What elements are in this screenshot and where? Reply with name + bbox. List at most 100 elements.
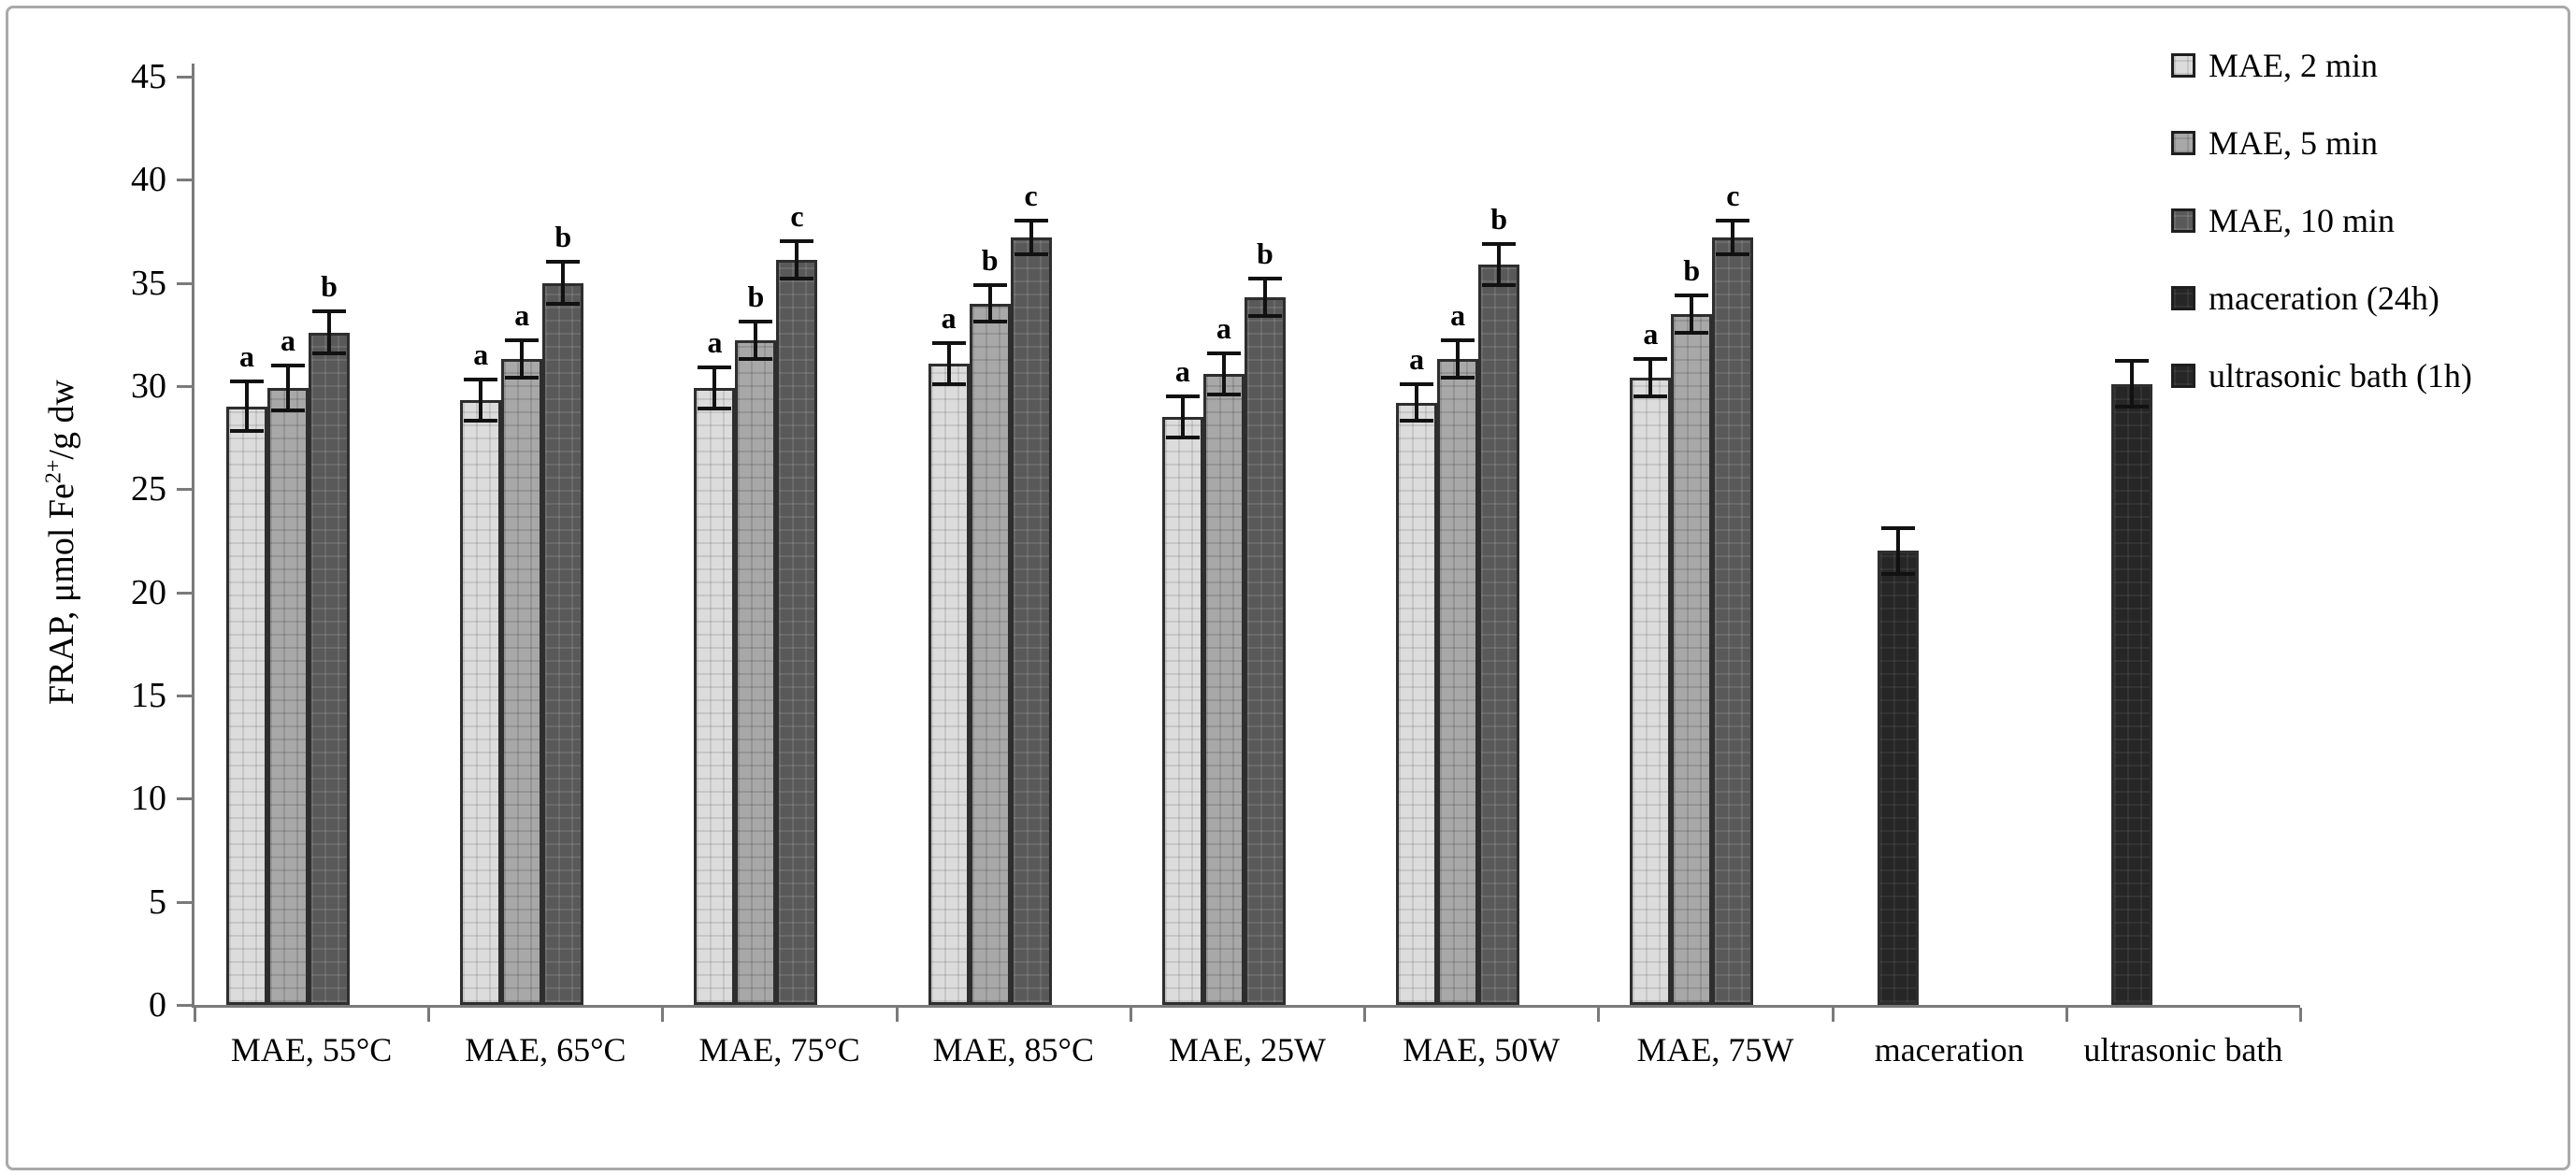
error-bar-top-cap [312,309,346,314]
bar [694,388,736,1005]
x-tick-mark [1129,1008,1132,1022]
legend-item: ultrasonic bath (1h) [2171,357,2472,394]
bar [928,363,970,1005]
error-bar [479,380,483,422]
legend-item: maceration (24h) [2171,280,2439,317]
error-bar-top-cap [464,378,498,382]
bar [460,400,502,1005]
x-category-label: MAE, 25W [1168,1031,1326,1068]
legend-label: ultrasonic bath (1h) [2209,357,2472,394]
error-bar-top-cap [1675,293,1709,297]
error-bar [2129,361,2134,407]
significance-letter: a [1174,353,1190,388]
error-bar-top-cap [1441,338,1475,343]
bar [1671,313,1713,1005]
bar [2110,383,2152,1005]
error-bar-bottom-cap [1633,394,1668,398]
error-bar [561,262,566,304]
legend-label: MAE, 5 min [2209,124,2379,162]
error-bar [712,367,717,409]
y-tick-label: 15 [131,675,166,715]
y-tick-label: 40 [131,160,166,200]
error-bar-bottom-cap [2114,404,2149,409]
error-bar-top-cap [230,380,264,384]
error-bar-bottom-cap [739,357,773,362]
error-bar-bottom-cap [1441,376,1475,380]
significance-letter: a [1643,317,1659,351]
error-bar-top-cap [698,366,732,370]
bar [1010,237,1052,1005]
bar [1630,378,1672,1005]
legend-item: MAE, 10 min [2171,202,2395,239]
y-tick-mark [177,488,192,492]
error-bar-bottom-cap [1880,571,1915,576]
error-bar [520,340,525,379]
y-tick-label: 30 [131,366,166,406]
y-tick-mark [177,1004,192,1007]
significance-letter: a [1216,310,1231,345]
legend-swatch [2171,364,2195,388]
bar [1877,551,1919,1005]
error-bar [286,365,290,411]
error-bar-bottom-cap [931,381,966,386]
error-bar-top-cap [1400,381,1434,386]
error-bar-bottom-cap [1206,392,1241,396]
significance-letter: a [239,339,254,374]
error-bar-top-cap [1482,241,1517,246]
y-tick-mark [177,797,192,801]
error-bar-top-cap [2114,359,2149,364]
x-category-label: MAE, 55°C [230,1031,393,1068]
y-tick-label: 35 [131,263,166,303]
bar [735,340,777,1005]
legend-item: MAE, 5 min [2171,124,2378,162]
error-bar [1415,383,1419,422]
y-axis-line [192,63,194,1005]
error-bar-top-cap [780,239,814,244]
significance-letter: a [1409,341,1425,376]
x-tick-mark [194,1008,196,1022]
error-bar-bottom-cap [1482,282,1517,287]
error-bar [245,381,249,432]
bar [309,332,350,1005]
y-tick-mark [177,384,192,388]
error-bar [1221,352,1226,394]
y-tick-mark [177,75,192,79]
bar [1396,402,1438,1005]
error-bar [1690,294,1694,333]
error-bar-bottom-cap [1247,313,1282,318]
legend-label: MAE, 10 min [2209,202,2396,239]
legend-swatch [2171,53,2195,78]
legend-swatch [2171,286,2195,310]
significance-letter: a [281,323,295,357]
error-bar [1456,340,1461,379]
x-tick-mark [1363,1008,1367,1022]
bar [542,282,584,1005]
error-bar-bottom-cap [271,409,305,413]
error-bar [1731,221,1735,254]
error-bar-bottom-cap [464,419,498,423]
x-category-label: maceration [1874,1031,2024,1068]
error-bar-bottom-cap [1400,419,1434,423]
error-bar-top-cap [739,320,773,324]
y-tick-mark [177,179,192,182]
error-bar [987,284,992,323]
error-bar-bottom-cap [972,320,1007,324]
x-tick-mark [1597,1008,1601,1022]
error-bar-bottom-cap [698,407,732,411]
y-tick-label: 0 [149,985,166,1025]
legend-label: maceration (24h) [2209,280,2439,317]
significance-letter: c [1024,179,1038,213]
bar [267,388,309,1005]
error-bar [1497,243,1502,285]
error-bar-top-cap [1633,357,1668,362]
significance-letter: c [790,199,804,234]
x-axis-line [192,1005,2300,1008]
error-bar-top-cap [1165,394,1200,398]
error-bar [1029,221,1033,254]
error-bar-bottom-cap [230,429,264,434]
error-bar [1895,528,1900,574]
significance-letter: a [941,300,957,335]
bar [1478,264,1520,1005]
significance-letter: a [473,337,489,372]
x-category-label: ultrasonic bath [2083,1031,2283,1068]
